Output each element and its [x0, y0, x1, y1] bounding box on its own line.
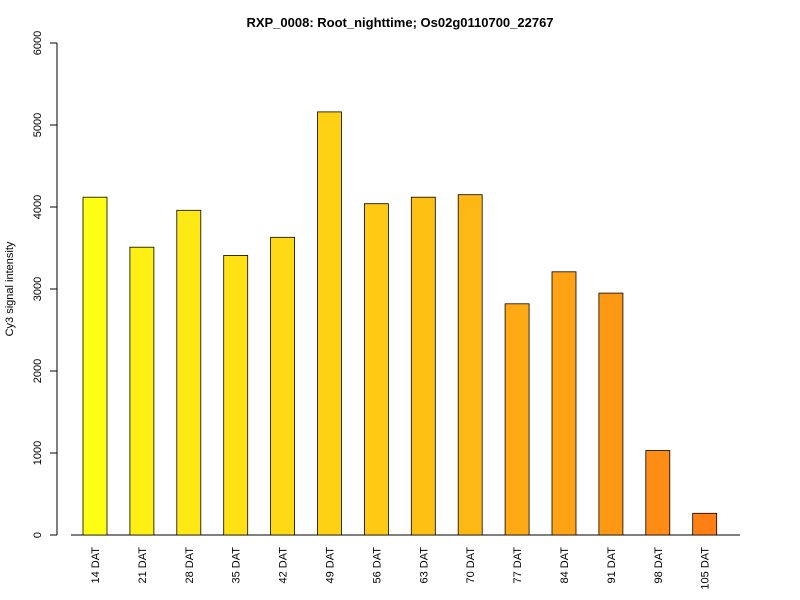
- bar-21-dat: [130, 247, 154, 535]
- x-tick-label: 28 DAT: [184, 547, 196, 584]
- bar-105-dat: [693, 513, 717, 535]
- x-tick-label: 70 DAT: [465, 547, 477, 584]
- x-tick-label: 21 DAT: [137, 547, 149, 584]
- y-tick-label: 2000: [32, 359, 44, 383]
- x-tick-label: 56 DAT: [371, 547, 383, 584]
- y-tick-label: 4000: [32, 195, 44, 219]
- y-tick-label: 6000: [32, 31, 44, 55]
- bar-49-dat: [318, 112, 342, 535]
- x-tick-label: 14 DAT: [90, 547, 102, 584]
- x-tick-label: 98 DAT: [653, 547, 665, 584]
- bars-group: [83, 112, 717, 535]
- chart-title: RXP_0008: Root_nighttime; Os02g0110700_2…: [246, 15, 553, 30]
- y-axis: 0 1000 2000 3000 4000 5000 6000: [32, 31, 57, 538]
- y-axis-label: Cy3 signal intensity: [4, 241, 16, 336]
- bar-77-dat: [505, 304, 529, 535]
- bar-14-dat: [83, 197, 107, 535]
- y-tick-label: 3000: [32, 277, 44, 301]
- x-tick-label: 49 DAT: [325, 547, 337, 584]
- bar-70-dat: [458, 195, 482, 535]
- x-tick-label: 63 DAT: [418, 547, 430, 584]
- bar-84-dat: [552, 272, 576, 535]
- y-tick-label: 5000: [32, 113, 44, 137]
- x-tick-label: 35 DAT: [231, 547, 243, 584]
- x-tick-label: 105 DAT: [700, 547, 712, 590]
- x-tick-label: 84 DAT: [559, 547, 571, 584]
- y-tick-label: 0: [32, 532, 44, 538]
- x-tick-label: 77 DAT: [512, 547, 524, 584]
- bar-63-dat: [411, 197, 435, 535]
- y-tick-label: 1000: [32, 441, 44, 465]
- bar-42-dat: [271, 237, 295, 535]
- bar-91-dat: [599, 293, 623, 535]
- bar-28-dat: [177, 210, 201, 535]
- x-tick-label: 91 DAT: [606, 547, 618, 584]
- x-tick-label: 42 DAT: [278, 547, 290, 584]
- bar-98-dat: [646, 451, 670, 536]
- bar-35-dat: [224, 255, 248, 535]
- x-axis: 14 DAT 21 DAT 28 DAT 35 DAT 42 DAT 49 DAT 56 D…: [71, 535, 740, 590]
- bar-56-dat: [364, 204, 388, 535]
